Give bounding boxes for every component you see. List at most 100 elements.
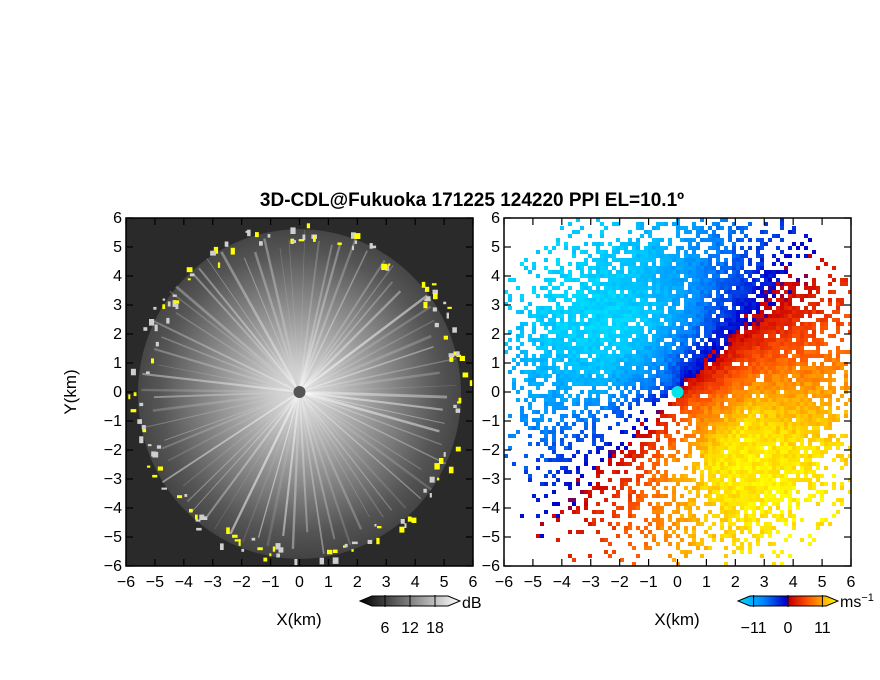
velocity-pixel (656, 266, 660, 270)
velocity-pixel (568, 446, 572, 450)
velocity-pixel (836, 406, 840, 410)
velocity-pixel (620, 462, 624, 466)
velocity-pixel (752, 342, 756, 346)
velocity-pixel (788, 450, 792, 454)
velocity-pixel (704, 486, 708, 490)
velocity-pixel (776, 450, 780, 454)
velocity-pixel (776, 410, 780, 414)
velocity-pixel (716, 242, 720, 246)
velocity-pixel (732, 310, 736, 314)
velocity-pixel (536, 250, 540, 254)
velocity-pixel (744, 430, 748, 434)
velocity-pixel (632, 266, 636, 270)
velocity-pixel (636, 358, 640, 362)
velocity-pixel (696, 418, 700, 422)
velocity-pixel (636, 310, 640, 314)
velocity-pixel (696, 386, 700, 390)
velocity-pixel (748, 246, 752, 250)
velocity-pixel (588, 290, 592, 294)
velocity-pixel (736, 546, 740, 550)
velocity-pixel (784, 366, 788, 370)
velocity-pixel (656, 250, 660, 254)
velocity-pixel (740, 306, 744, 310)
velocity-pixel (756, 494, 760, 498)
velocity-pixel (552, 246, 556, 250)
velocity-pixel (728, 478, 732, 482)
velocity-pixel (708, 278, 712, 282)
velocity-pixel (664, 470, 668, 474)
velocity-pixel (580, 298, 584, 302)
velocity-pixel (804, 414, 808, 418)
velocity-pixel (624, 258, 628, 262)
velocity-pixel (564, 398, 568, 402)
velocity-pixel (788, 366, 792, 370)
velocity-pixel (664, 334, 668, 338)
velocity-pixel (580, 410, 584, 414)
velocity-pixel (648, 502, 652, 506)
velocity-pixel (740, 334, 744, 338)
velocity-pixel (520, 310, 524, 314)
velocity-pixel (764, 386, 768, 390)
velocity-pixel (664, 282, 668, 286)
velocity-pixel (712, 534, 716, 538)
velocity-pixel (592, 434, 596, 438)
velocity-pixel (680, 374, 684, 378)
velocity-pixel (800, 378, 804, 382)
velocity-pixel (688, 274, 692, 278)
x-tick-label: −1 (261, 574, 279, 591)
velocity-pixel (724, 546, 728, 550)
velocity-pixel (636, 374, 640, 378)
velocity-pixel (728, 374, 732, 378)
velocity-pixel (708, 350, 712, 354)
velocity-pixel (816, 378, 820, 382)
velocity-pixel (772, 354, 776, 358)
velocity-pixel (572, 314, 576, 318)
velocity-pixel (796, 430, 800, 434)
velocity-pixel (604, 250, 608, 254)
velocity-pixel (828, 314, 832, 318)
velocity-pixel (568, 386, 572, 390)
velocity-pixel (732, 490, 736, 494)
velocity-pixel (692, 514, 696, 518)
velocity-pixel (556, 294, 560, 298)
velocity-pixel (800, 334, 804, 338)
velocity-pixel (568, 554, 572, 558)
velocity-pixel (800, 326, 804, 330)
velocity-pixel (804, 378, 808, 382)
velocity-pixel (736, 366, 740, 370)
velocity-pixel (636, 498, 640, 502)
velocity-pixel (700, 350, 704, 354)
velocity-pixel (580, 290, 584, 294)
echo-ray (299, 345, 434, 393)
velocity-pixel (596, 330, 600, 334)
velocity-pixel (788, 334, 792, 338)
echo-edge-pixel (404, 523, 407, 528)
velocity-pixel (812, 374, 816, 378)
velocity-pixel (608, 302, 612, 306)
velocity-pixel (684, 454, 688, 458)
velocity-pixel (632, 506, 636, 510)
velocity-pixel (768, 238, 772, 242)
velocity-pixel (532, 354, 536, 358)
velocity-pixel (724, 366, 728, 370)
velocity-pixel (752, 478, 756, 482)
velocity-pixel (644, 382, 648, 386)
velocity-pixel (756, 394, 760, 398)
velocity-pixel (576, 414, 580, 418)
velocity-pixel (768, 386, 772, 390)
velocity-pixel (684, 434, 688, 438)
velocity-pixel (536, 382, 540, 386)
velocity-pixel (676, 294, 680, 298)
velocity-pixel (580, 358, 584, 362)
velocity-pixel (628, 306, 632, 310)
velocity-pixel (700, 426, 704, 430)
velocity-pixel (668, 402, 672, 406)
velocity-pixel (596, 466, 600, 470)
velocity-pixel (640, 286, 644, 290)
velocity-pixel (728, 238, 732, 242)
velocity-pixel (616, 274, 620, 278)
velocity-pixel (556, 342, 560, 346)
velocity-pixel (812, 454, 816, 458)
velocity-pixel (840, 442, 844, 446)
velocity-pixel (620, 298, 624, 302)
